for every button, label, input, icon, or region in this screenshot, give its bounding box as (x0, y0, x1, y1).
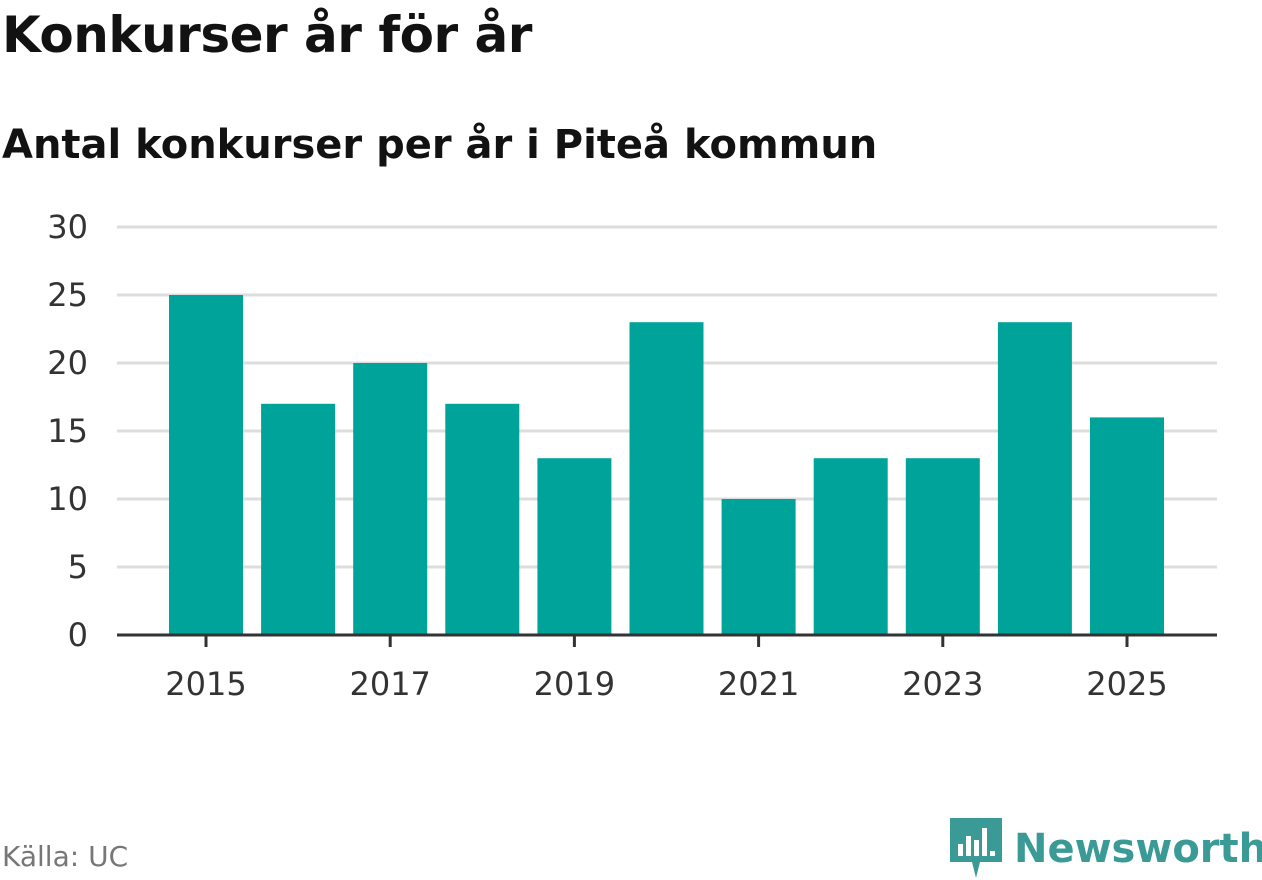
bar-2025 (1090, 417, 1164, 635)
x-tick-label: 2025 (1086, 665, 1167, 703)
y-tick-label: 0 (68, 616, 88, 654)
y-tick-label: 5 (68, 548, 88, 586)
y-tick-label: 20 (47, 344, 88, 382)
x-tick-label: 2023 (902, 665, 983, 703)
brand-name: Newsworthy (1014, 826, 1262, 872)
bar-2017 (353, 363, 428, 635)
x-axis-labels: 2015 2017 2019 2021 2023 2025 (165, 665, 1167, 703)
chart-subtitle: Antal konkurser per år i Piteå kommun (2, 122, 878, 168)
bar-2023 (905, 458, 980, 635)
y-tick-label: 30 (47, 208, 88, 246)
x-tick-label: 2021 (718, 665, 799, 703)
x-tick-label: 2019 (534, 665, 615, 703)
bar-2022 (813, 458, 888, 635)
bar-2021 (721, 499, 796, 635)
source-note: Källa: UC (2, 840, 129, 873)
brand-logo: Newsworthy (950, 818, 1262, 880)
newsworthy-chart-icon (950, 818, 1002, 878)
y-axis-labels: 0 5 10 15 20 25 30 (47, 208, 88, 654)
bar-2020 (629, 322, 704, 635)
bar-2016 (261, 403, 336, 635)
y-tick-label: 15 (47, 412, 88, 450)
bar-2019 (537, 458, 612, 635)
x-tick-label: 2017 (349, 665, 430, 703)
x-tick-label: 2015 (165, 665, 246, 703)
bar-2024 (997, 322, 1072, 635)
bars (169, 295, 1164, 635)
bar-2015 (169, 295, 243, 635)
y-tick-label: 10 (47, 480, 88, 518)
y-tick-label: 25 (47, 276, 88, 314)
x-axis-ticks (204, 635, 1129, 647)
bar-2018 (445, 403, 520, 635)
chart-title: Konkurser år för år (2, 6, 532, 64)
